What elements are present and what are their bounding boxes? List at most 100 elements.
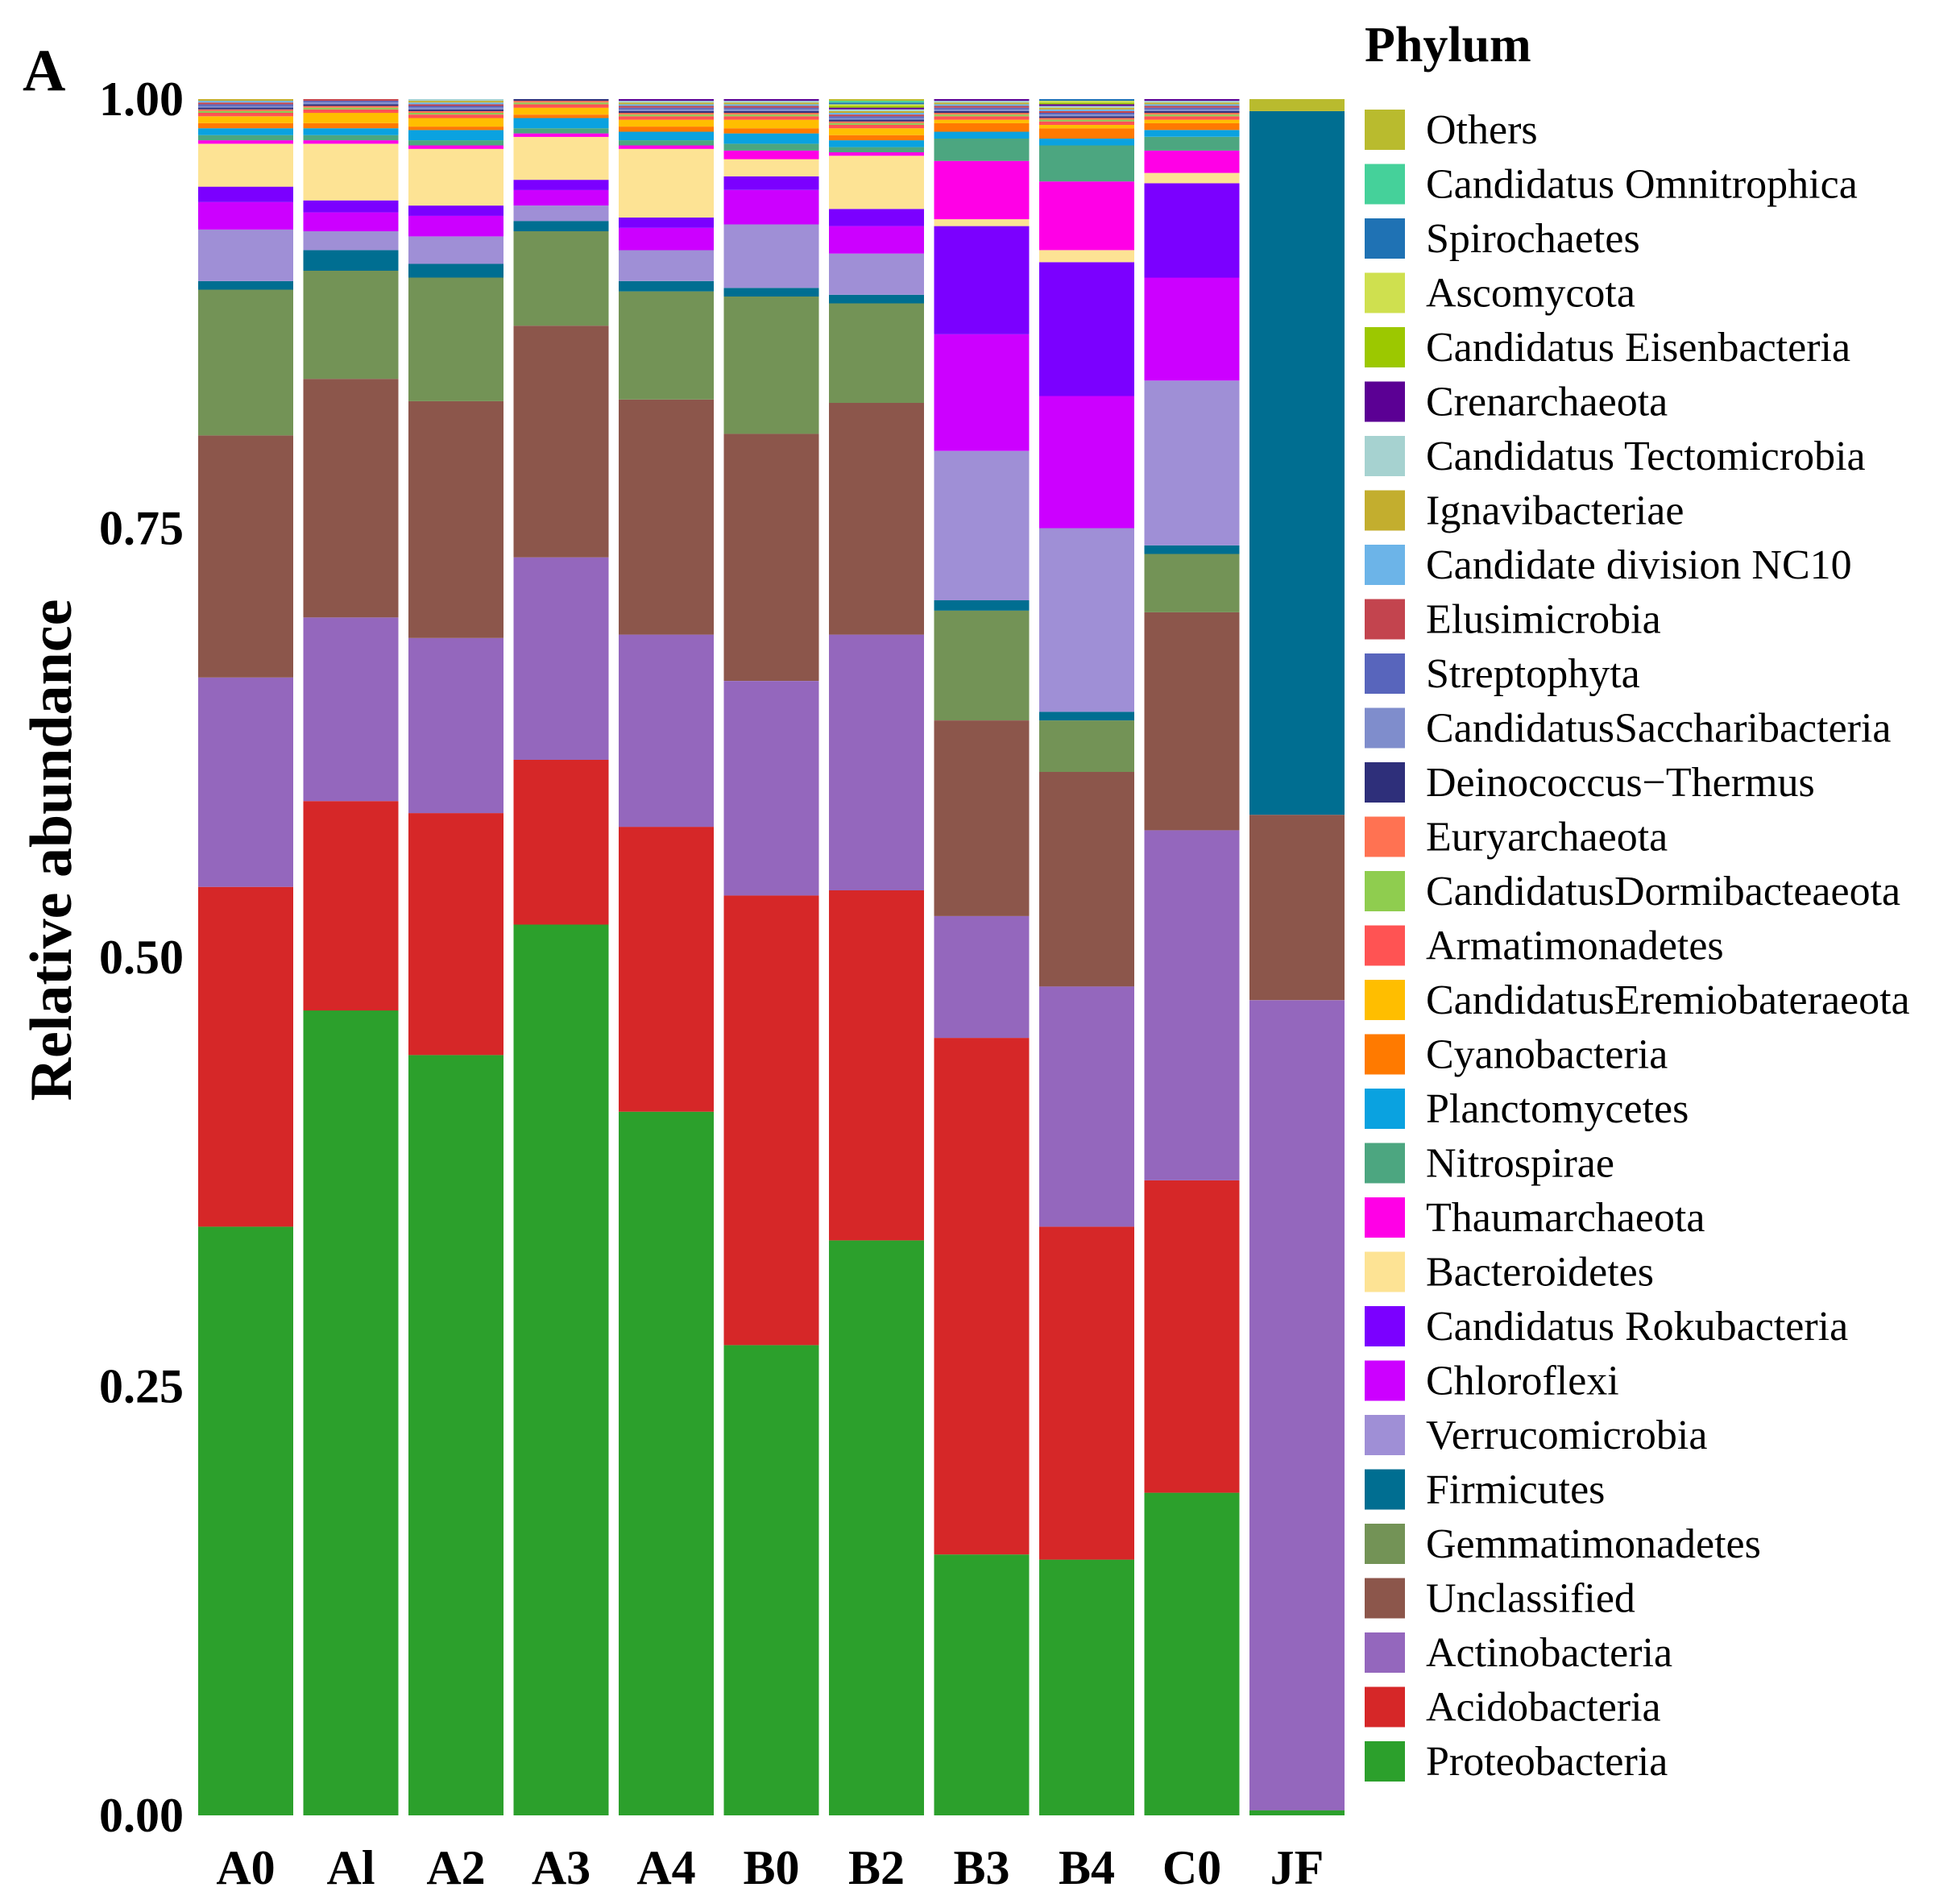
bar-segment-a0-candidatus-rokubacteria (198, 186, 293, 202)
bar-segment-b3-unclassified (934, 720, 1030, 916)
bar-segment-c0-elusimicrobia (1144, 106, 1240, 108)
bar-segment-b4-candidate-division-nc10 (1039, 109, 1134, 111)
bar-segment-b2-ascomycota (829, 104, 924, 106)
bar-segment-a2-candidatuseremiobateraeota (408, 118, 503, 127)
bar-segment-a4-bacteroidetes (619, 148, 714, 218)
bar-segment-a0-firmicutes (198, 280, 293, 290)
bar-segment-b3-candidatus-rokubacteria (934, 226, 1030, 334)
bar-segment-b3-ignavibacteriae (934, 102, 1030, 105)
bar-segment-b3-candidatusdormibacteaeota (934, 114, 1030, 117)
bar-segment-al-bacteroidetes (303, 143, 399, 201)
bar-segment-c0-nitrospirae (1144, 136, 1240, 151)
legend-swatch (1365, 327, 1405, 367)
legend-label: CandidatusDormibacteaeota (1426, 869, 1900, 915)
legend-item-candidatussaccharibacteria: CandidatusSaccharibacteria (1365, 706, 1892, 752)
x-tick-label-c0: C0 (1162, 1841, 1221, 1894)
bar-segment-b0-gemmatimonadetes (723, 297, 819, 434)
bar-segment-b4-firmicutes (1039, 711, 1134, 721)
bar-segment-b0-firmicutes (723, 288, 819, 297)
bar-segment-a2-firmicutes (408, 263, 503, 278)
bar-segment-a4-euryarchaeota (619, 113, 714, 115)
bar-segment-c0-firmicutes (1144, 545, 1240, 554)
legend-label: Candidatus Eisenbacteria (1426, 325, 1850, 371)
bar-segment-a0-nitrospirae (198, 135, 293, 141)
bar-segment-a2-deinococcus-thermus (408, 109, 503, 111)
bar-segment-b3-planctomycetes (934, 131, 1030, 139)
bar-segment-b2-actinobacteria (829, 634, 924, 890)
legend-label: CandidatusEremiobateraeota (1426, 977, 1910, 1023)
bar-segment-b2-candidatus-rokubacteria (829, 209, 924, 226)
bar-segment-a0-elusimicrobia (198, 102, 293, 105)
legend-swatch (1365, 272, 1405, 313)
bar-segment-c0-gemmatimonadetes (1144, 554, 1240, 612)
legend-swatch (1365, 707, 1405, 749)
bar-segment-b2-firmicutes (829, 294, 924, 304)
bar-segment-b2-others (829, 99, 924, 102)
bar-segment-b4-crenarchaeota (1039, 104, 1134, 106)
bar-segment-al-proteobacteria (303, 1010, 399, 1815)
legend-swatch (1365, 1686, 1405, 1728)
bar-segment-al-candidatus-rokubacteria (303, 200, 399, 213)
legend-swatch (1365, 164, 1405, 205)
bar-segment-a3-planctomycetes (513, 118, 609, 129)
legend-swatch (1365, 1741, 1405, 1782)
bar-segment-a3-thaumarchaeota (513, 133, 609, 137)
legend-swatch (1365, 1632, 1405, 1673)
bar-segment-al-nitrospirae (303, 135, 399, 141)
bar-segment-a3-nitrospirae (513, 128, 609, 134)
legend-item-ascomycota: Ascomycota (1365, 271, 1635, 317)
bars (198, 99, 1345, 1815)
y-tick-label: 0.50 (99, 931, 184, 984)
bar-segment-b3-cyanobacteria (934, 122, 1030, 132)
bar-segment-b4-nitrospirae (1039, 145, 1134, 182)
bar-segment-b4-ignavibacteriae (1039, 107, 1134, 110)
bar-segment-a2-gemmatimonadetes (408, 277, 503, 401)
bar-segment-b3-candidatuseremiobateraeota (934, 119, 1030, 123)
legend-swatch (1365, 490, 1405, 531)
bar-segment-b3-gemmatimonadetes (934, 610, 1030, 720)
legend-label: Others (1426, 107, 1538, 153)
bar-segment-al-gemmatimonadetes (303, 271, 399, 380)
bar-segment-b2-candidatus-omnitrophica (829, 101, 924, 103)
bar-segment-al-deinococcus-thermus (303, 104, 399, 106)
bar-segment-a2-candidatusdormibacteaeota (408, 113, 503, 115)
bar-segment-al-thaumarchaeota (303, 140, 399, 144)
legend-label: Candidate division NC10 (1426, 542, 1852, 588)
legend-label: Candidatus Tectomicrobia (1426, 433, 1866, 479)
bar-segment-c0-candidatuseremiobateraeota (1144, 119, 1240, 123)
bar-segment-b0-candidatus-rokubacteria (723, 176, 819, 190)
bar-segment-al-chloroflexi (303, 212, 399, 231)
bar-segment-b4-planctomycetes (1039, 139, 1134, 146)
bar-segment-al-unclassified (303, 379, 399, 618)
legend-label: Ignavibacteriae (1426, 488, 1684, 534)
bar-segment-c0-planctomycetes (1144, 130, 1240, 137)
bar-segment-al-candidatusdormibacteaeota (303, 107, 399, 110)
bar-segment-c0-candidate-division-nc10 (1144, 104, 1240, 106)
bar-segment-a2-cyanobacteria (408, 127, 503, 131)
legend-item-chloroflexi: Chloroflexi (1365, 1359, 1619, 1404)
bar-segment-b3-streptophyta (934, 107, 1030, 110)
legend-item-streptophyta: Streptophyta (1365, 651, 1640, 697)
bar-segment-b3-euryarchaeota (934, 113, 1030, 115)
bar-segment-a3-bacteroidetes (513, 136, 609, 180)
legend-label: Gemmatimonadetes (1426, 1521, 1761, 1567)
bar-segment-b2-cyanobacteria (829, 135, 924, 141)
legend-item-firmicutes: Firmicutes (1365, 1467, 1605, 1513)
legend-item-crenarchaeota: Crenarchaeota (1365, 380, 1668, 425)
bar-segment-jf-unclassified (1249, 815, 1345, 1001)
legend-swatch (1365, 816, 1405, 857)
bar-segment-c0-candidatus-tectomicrobia (1144, 101, 1240, 103)
bar-segment-b2-armatimonadetes (829, 124, 924, 129)
legend-swatch (1365, 1034, 1405, 1075)
bar-segment-b3-bacteroidetes (934, 219, 1030, 226)
bar-segment-b4-spirochaetes (1039, 99, 1134, 102)
bar-segment-b0-candidate-division-nc10 (723, 104, 819, 106)
bar-segment-b0-chloroflexi (723, 189, 819, 225)
bar-segment-a2-thaumarchaeota (408, 145, 503, 149)
bar-segment-b4-gemmatimonadetes (1039, 720, 1134, 772)
bar-segment-b3-firmicutes (934, 600, 1030, 611)
bar-segment-b2-candidatus-tectomicrobia (829, 109, 924, 111)
bar-segment-b0-streptophyta (723, 107, 819, 110)
bar-segment-a2-euryarchaeota (408, 110, 503, 113)
legend-swatch (1365, 1469, 1405, 1510)
